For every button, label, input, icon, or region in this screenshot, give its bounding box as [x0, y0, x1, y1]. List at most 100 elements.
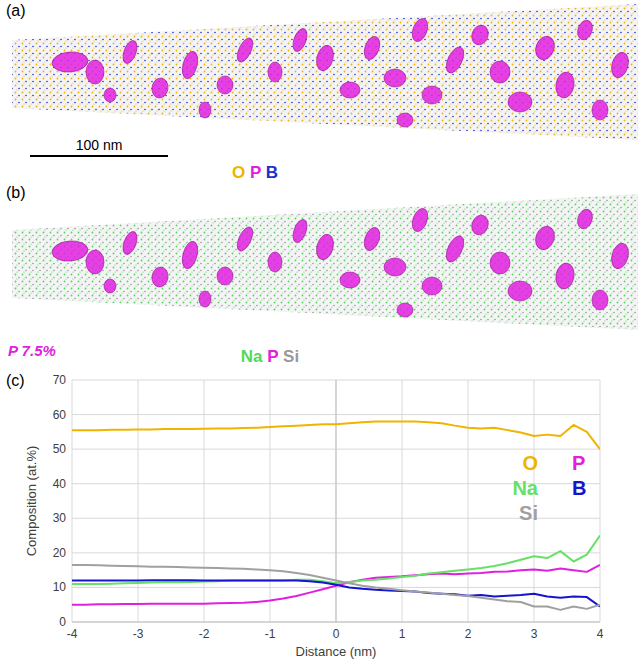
p-cluster	[469, 213, 491, 237]
p-cluster	[532, 224, 557, 253]
p-cluster	[592, 290, 608, 310]
y-tick-label: 0	[59, 615, 66, 629]
y-tick-label: 70	[53, 373, 67, 387]
p-cluster	[150, 266, 169, 288]
grid-line	[270, 380, 271, 622]
legend-entry: Si	[519, 502, 538, 524]
p-cluster	[180, 240, 201, 271]
p-cluster	[422, 277, 442, 295]
element-label: Si	[278, 347, 299, 366]
p-cluster	[86, 250, 104, 274]
p-cluster	[217, 267, 233, 285]
y-tick-label: 20	[53, 546, 67, 560]
p-cluster	[51, 239, 89, 262]
p-cluster	[268, 252, 282, 272]
legend-entry: P	[572, 452, 585, 474]
panel-label: (b)	[6, 184, 26, 201]
p-cluster	[384, 69, 406, 87]
grid-line	[468, 380, 469, 622]
p-cluster	[575, 207, 595, 231]
element-label: O	[232, 163, 245, 182]
p-cluster	[554, 71, 576, 100]
element-label: Na	[241, 347, 263, 366]
p-cluster	[443, 44, 468, 75]
p-cluster	[609, 241, 631, 270]
lines	[72, 421, 600, 609]
element-legend: Na P Si	[241, 347, 299, 366]
p-cluster	[397, 303, 413, 317]
p-cluster	[469, 23, 491, 47]
reconstruction	[12, 4, 638, 140]
p-cluster	[397, 113, 413, 127]
p-cluster	[409, 206, 430, 233]
p-cluster	[554, 262, 576, 291]
y-axis-title: Composition (at.%)	[24, 446, 39, 557]
x-axis-title: Distance (nm)	[296, 644, 377, 659]
p-cluster	[508, 92, 532, 112]
p-cluster	[234, 36, 256, 65]
p-cluster	[199, 291, 211, 307]
p-cluster	[268, 62, 282, 82]
p-cluster	[199, 102, 211, 118]
element-label: P	[245, 163, 261, 182]
element-legend: O P B	[232, 163, 278, 182]
panel-note: P 7.5%	[8, 342, 56, 359]
element-label: B	[261, 163, 278, 182]
specimen-volume	[12, 194, 638, 330]
p-cluster	[104, 279, 116, 293]
p-cluster	[314, 232, 336, 261]
p-cluster	[120, 39, 139, 66]
grid-line	[72, 380, 73, 622]
p-cluster	[150, 77, 169, 99]
p-cluster	[340, 82, 360, 98]
p-cluster	[290, 27, 309, 54]
grid-line	[138, 380, 139, 622]
p-cluster	[490, 61, 510, 83]
series-line	[72, 536, 600, 584]
x-tick-label: -1	[265, 627, 276, 641]
x-tick-label: 3	[531, 627, 538, 641]
p-cluster	[490, 252, 510, 274]
p-cluster	[86, 60, 104, 84]
p-cluster	[508, 281, 532, 301]
legend: O P Na B Si	[512, 452, 586, 524]
x-tick-label: 0	[333, 627, 340, 641]
p-cluster	[609, 50, 631, 79]
p-cluster	[361, 34, 382, 61]
p-cluster	[51, 50, 89, 73]
p-cluster	[290, 218, 309, 245]
panel-label: (c)	[6, 372, 25, 389]
p-cluster	[217, 76, 233, 94]
legend-entry: O	[522, 452, 538, 474]
reconstruction	[12, 194, 638, 330]
series-line	[72, 565, 600, 610]
p-cluster	[104, 88, 116, 102]
scale-bar	[30, 155, 168, 157]
series-line	[72, 421, 600, 449]
grid-line	[204, 380, 205, 622]
legend-entry: Na	[512, 477, 538, 499]
p-cluster	[384, 258, 406, 276]
p-cluster	[314, 43, 336, 72]
specimen-volume	[12, 4, 638, 140]
p-cluster	[234, 225, 256, 254]
x-tick-label: -3	[133, 627, 144, 641]
x-tick-label: 4	[597, 627, 604, 641]
grid	[72, 380, 600, 622]
p-cluster	[592, 100, 608, 120]
p-cluster	[532, 34, 557, 63]
y-tick-label: 30	[53, 511, 67, 525]
p-cluster	[120, 230, 139, 257]
p-cluster	[180, 50, 201, 81]
p-cluster	[361, 225, 382, 252]
y-tick-label: 50	[53, 442, 67, 456]
legend-entry: B	[572, 477, 586, 499]
x-tick-label: 1	[399, 627, 406, 641]
x-tick-label: -4	[67, 627, 78, 641]
element-label: P	[263, 347, 279, 366]
x-tick-label: -2	[199, 627, 210, 641]
grid-line	[600, 380, 601, 622]
p-cluster	[422, 86, 442, 104]
p-cluster	[575, 18, 595, 42]
y-tick-label: 60	[53, 408, 67, 422]
